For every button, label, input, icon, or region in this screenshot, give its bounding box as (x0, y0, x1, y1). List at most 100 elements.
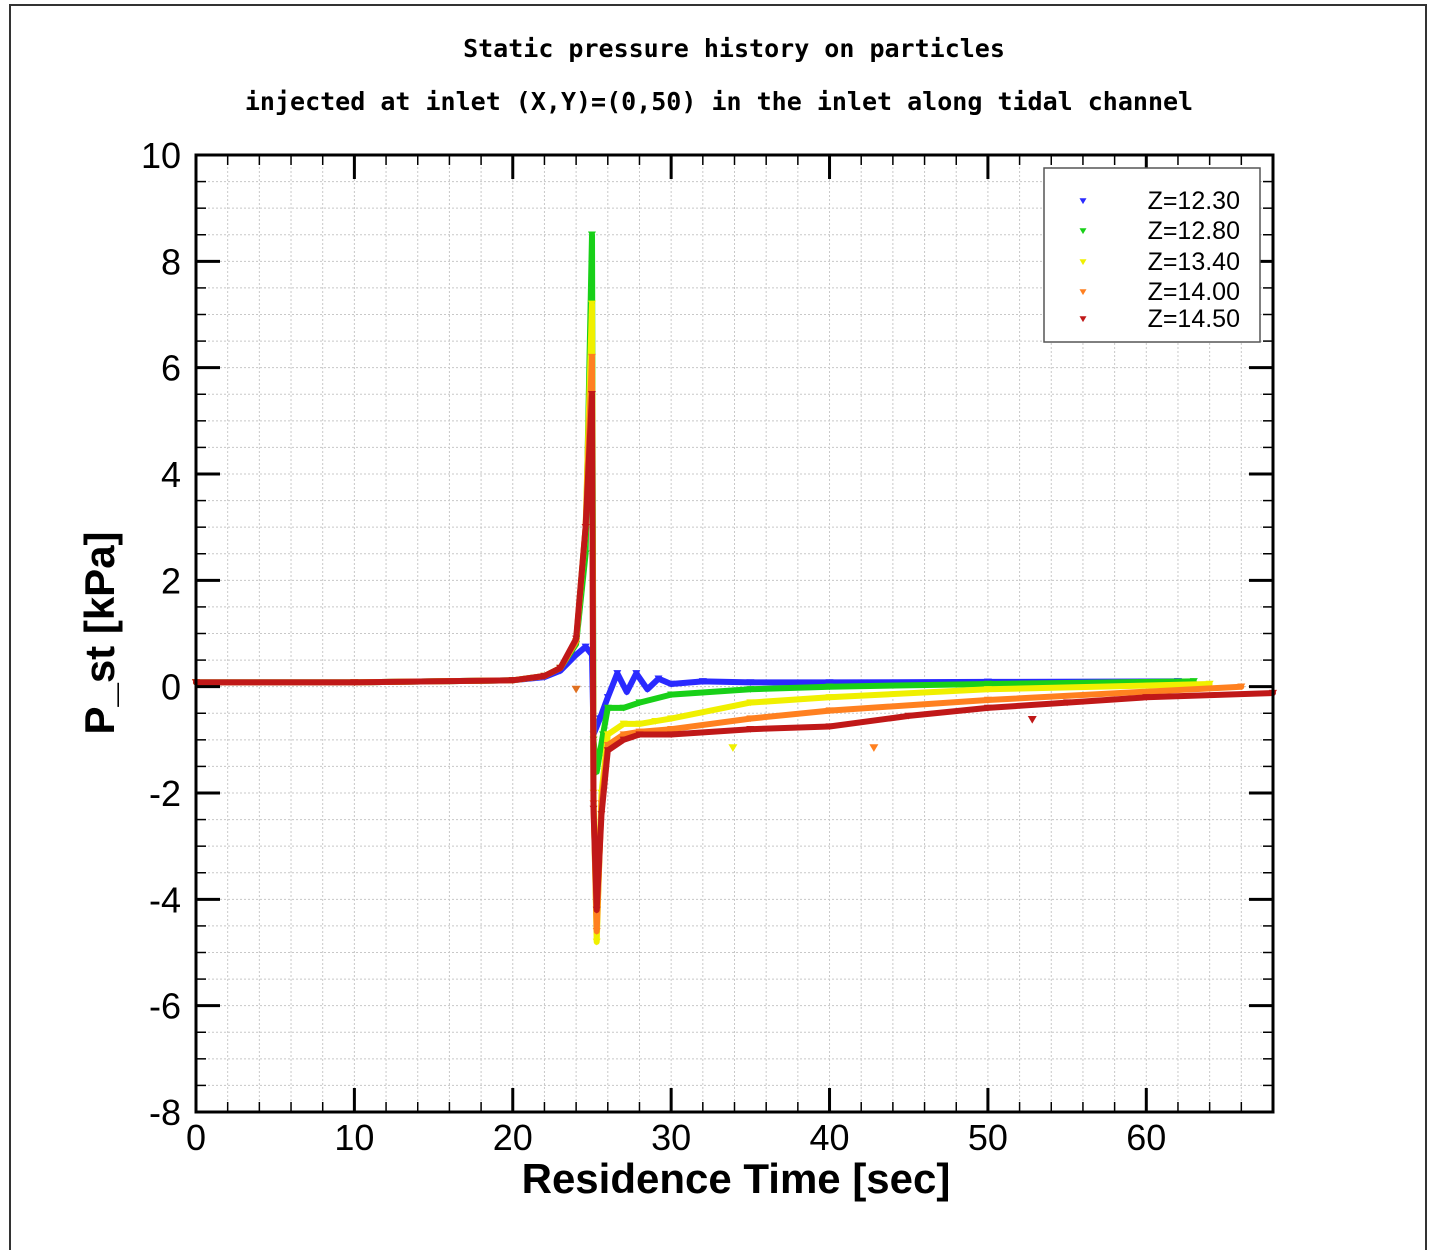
data-point-4 (597, 811, 606, 818)
outlier-point (1027, 716, 1037, 724)
data-point-2 (651, 718, 660, 725)
data-point-0 (581, 643, 590, 651)
legend-label: Z=12.80 (1148, 217, 1240, 245)
data-point-4 (508, 677, 517, 684)
data-point-4 (540, 672, 549, 680)
data-point-2 (635, 720, 644, 728)
data-point-4 (572, 635, 581, 643)
legend-label: Z=14.50 (1148, 305, 1240, 333)
data-point-2 (746, 699, 755, 707)
chart-title: Static pressure history on particles (463, 34, 1005, 63)
y-tick-label: -6 (149, 986, 181, 1027)
legend-label: Z=13.40 (1148, 248, 1240, 276)
data-point-2 (1205, 680, 1214, 688)
data-point-0 (572, 651, 581, 659)
y-tick-label: 0 (161, 667, 181, 708)
x-tick-label: 60 (1126, 1117, 1166, 1158)
data-point-1 (825, 683, 834, 691)
y-tick-label: 8 (161, 241, 181, 282)
data-point-4 (587, 391, 596, 398)
data-point-4 (556, 664, 565, 672)
data-point-4 (581, 523, 590, 531)
x-tick-label: 50 (968, 1117, 1008, 1158)
data-point-4 (904, 712, 913, 720)
outlier-point (571, 685, 581, 694)
legend-marker (1079, 316, 1087, 323)
legend-label: Z=12.30 (1148, 187, 1240, 215)
data-point-0 (654, 675, 663, 683)
legend-marker (1079, 259, 1087, 266)
outlier-point (869, 744, 879, 752)
data-point-3 (1237, 683, 1246, 691)
data-point-4 (1063, 699, 1072, 707)
data-point-1 (667, 691, 676, 699)
data-point-4 (635, 731, 644, 739)
x-tick-label: 40 (810, 1117, 850, 1158)
legend-marker (1079, 289, 1087, 296)
data-point-4 (350, 679, 359, 687)
data-point-1 (619, 704, 628, 712)
y-tick-label: 2 (161, 560, 181, 601)
data-point-3 (667, 726, 676, 733)
data-point-0 (643, 686, 652, 693)
y-tick-label: 6 (161, 348, 181, 389)
data-point-3 (983, 696, 992, 704)
y-tick-label: 10 (141, 135, 181, 176)
x-tick-label: 30 (651, 1117, 691, 1158)
data-point-2 (667, 715, 676, 723)
legend-box (1043, 167, 1261, 343)
x-axis-title: Residence Time [sec] (522, 1155, 951, 1202)
data-point-0 (825, 679, 834, 687)
y-tick-label: -8 (149, 1092, 181, 1133)
data-point-3 (587, 353, 596, 361)
data-point-2 (619, 720, 628, 728)
data-point-2 (825, 694, 834, 701)
data-point-3 (825, 707, 834, 715)
data-point-0 (667, 680, 676, 688)
data-point-2 (592, 938, 601, 946)
data-point-4 (589, 805, 598, 813)
data-point-3 (746, 715, 755, 723)
data-point-0 (595, 715, 604, 723)
x-tick-label: 10 (334, 1117, 374, 1158)
data-point-1 (983, 680, 992, 688)
y-axis-title: P_st [kPa] (76, 531, 123, 734)
data-point-0 (698, 678, 707, 685)
outlier-point (728, 744, 738, 752)
data-point-1 (635, 699, 644, 707)
data-point-4 (825, 723, 834, 731)
data-point-0 (613, 670, 622, 677)
data-point-3 (603, 741, 612, 749)
data-point-2 (587, 300, 596, 308)
data-point-2 (983, 686, 992, 693)
data-point-4 (746, 726, 755, 733)
y-tick-label: 4 (161, 454, 181, 495)
plot-series (192, 231, 1277, 946)
chart-subtitle: injected at inlet (X,Y)=(0,50) in the in… (245, 87, 1193, 116)
data-point-4 (983, 704, 992, 712)
data-point-1 (603, 704, 612, 712)
data-point-2 (603, 731, 612, 739)
series-line-4 (193, 391, 1276, 913)
x-tick-label: 0 (186, 1117, 206, 1158)
legend-marker (1079, 198, 1087, 205)
series-line-3 (193, 354, 1245, 935)
data-point-0 (632, 670, 641, 677)
y-tick-label: -4 (149, 879, 181, 920)
data-point-4 (667, 731, 676, 739)
data-point-1 (587, 231, 596, 239)
data-point-4 (592, 906, 601, 914)
legend-label: Z=14.00 (1148, 278, 1240, 306)
x-tick-label: 20 (493, 1117, 533, 1158)
data-point-4 (619, 736, 628, 744)
data-point-0 (746, 679, 755, 687)
legend: Z=12.30Z=12.80 Z=13.40Z=14.00Z=14.50 (1043, 167, 1261, 343)
figure-frame (9, 4, 1427, 1250)
data-point-0 (603, 694, 612, 701)
data-point-3 (592, 928, 601, 935)
data-point-4 (603, 747, 612, 755)
legend-marker (1079, 228, 1087, 235)
data-point-3 (619, 731, 628, 739)
